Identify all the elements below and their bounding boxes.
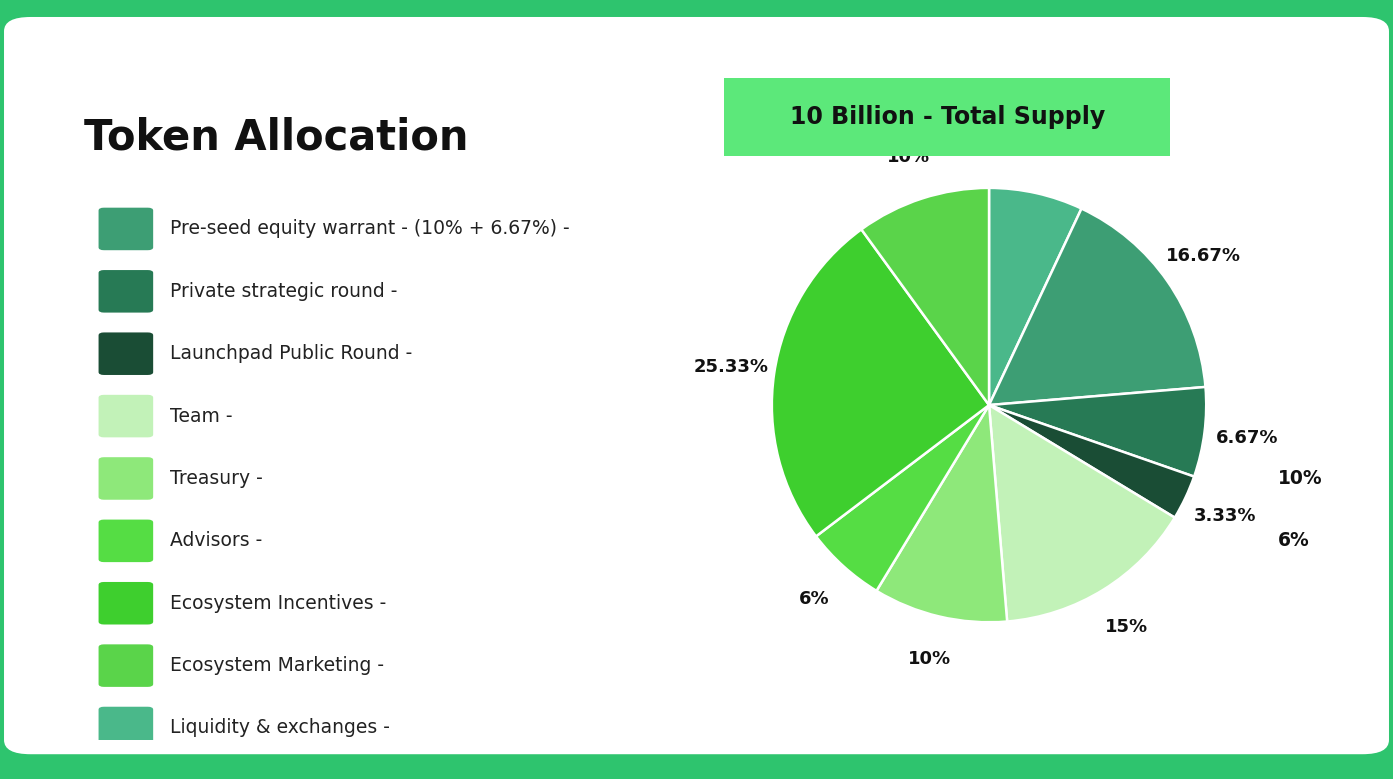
FancyBboxPatch shape (99, 208, 153, 250)
Text: 10%: 10% (1277, 469, 1322, 488)
FancyBboxPatch shape (99, 457, 153, 500)
FancyBboxPatch shape (99, 644, 153, 687)
Text: Ecosystem Marketing -: Ecosystem Marketing - (170, 656, 390, 675)
Text: Team -: Team - (170, 407, 240, 425)
Text: Liquidity & exchanges -: Liquidity & exchanges - (170, 718, 397, 738)
Text: Private strategic round -: Private strategic round - (170, 282, 404, 301)
Text: 3.33%: 3.33% (1194, 507, 1256, 525)
FancyBboxPatch shape (99, 582, 153, 625)
Wedge shape (989, 405, 1194, 517)
Text: Pre-seed equity warrant - (10% + 6.67%) -: Pre-seed equity warrant - (10% + 6.67%) … (170, 220, 577, 238)
FancyBboxPatch shape (99, 395, 153, 437)
Wedge shape (989, 387, 1206, 477)
Wedge shape (772, 229, 989, 537)
Text: 15%: 15% (1105, 618, 1148, 636)
Text: 15%: 15% (875, 407, 919, 425)
FancyBboxPatch shape (99, 270, 153, 312)
Text: 10%: 10% (887, 148, 931, 166)
Text: Token Allocation: Token Allocation (84, 116, 468, 158)
Text: 6%: 6% (1277, 531, 1309, 550)
Wedge shape (876, 405, 1007, 622)
Text: Launchpad Public Round -: Launchpad Public Round - (170, 344, 419, 363)
Text: 6.67%: 6.67% (1216, 428, 1279, 447)
Wedge shape (989, 209, 1205, 405)
FancyBboxPatch shape (4, 17, 1389, 754)
Text: Treasury -: Treasury - (170, 469, 269, 488)
Wedge shape (989, 188, 1081, 405)
Text: Ecosystem Incentives -: Ecosystem Incentives - (170, 594, 393, 613)
Text: 16.67%: 16.67% (1166, 248, 1241, 266)
Text: 6%: 6% (800, 590, 830, 608)
Text: 7%: 7% (1031, 142, 1061, 160)
FancyBboxPatch shape (99, 333, 153, 375)
Wedge shape (861, 188, 989, 405)
Wedge shape (816, 405, 989, 590)
FancyBboxPatch shape (99, 520, 153, 562)
FancyBboxPatch shape (688, 72, 1206, 162)
Wedge shape (989, 405, 1174, 622)
FancyBboxPatch shape (99, 707, 153, 749)
Text: 10%: 10% (908, 650, 951, 668)
Text: Advisors -: Advisors - (170, 531, 269, 550)
Text: 25.33%: 25.33% (694, 358, 769, 376)
Text: 10 Billion - Total Supply: 10 Billion - Total Supply (790, 105, 1105, 129)
